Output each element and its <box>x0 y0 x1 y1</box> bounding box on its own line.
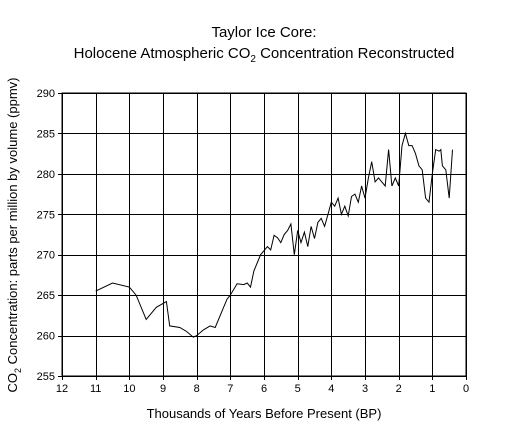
x-tick-label: 8 <box>194 383 200 395</box>
x-tick-label: 3 <box>362 383 368 395</box>
y-axis-label: CO2 Concentration: parts per million by … <box>5 78 23 393</box>
x-tick-labels: 12 11 10 9 8 7 6 5 4 3 2 1 0 <box>56 383 469 395</box>
x-tick-label: 2 <box>396 383 402 395</box>
y-tick-label: 275 <box>37 209 55 221</box>
x-tick-label: 7 <box>227 383 233 395</box>
chart-title: Taylor Ice Core: <box>211 24 316 41</box>
grid-lines <box>58 93 467 380</box>
series-group <box>95 131 453 338</box>
x-tick-label: 4 <box>328 383 334 395</box>
x-tick-label: 1 <box>429 383 435 395</box>
x-tick-label: 9 <box>160 383 166 395</box>
x-tick-label: 10 <box>123 383 135 395</box>
co2-series-line <box>95 131 453 338</box>
x-axis-label: Thousands of Years Before Present (BP) <box>147 406 382 421</box>
y-tick-label: 260 <box>37 331 55 343</box>
y-tick-label: 290 <box>37 88 55 100</box>
chart-subtitle: Holocene Atmospheric CO2 Concentration R… <box>74 45 455 65</box>
y-tick-label: 265 <box>37 290 55 302</box>
y-tick-labels: 255 260 265 270 275 280 285 290 <box>37 88 55 383</box>
y-tick-label: 280 <box>37 169 55 181</box>
y-tick-label: 270 <box>37 250 55 262</box>
plot-frame <box>61 92 467 377</box>
y-tick-label: 285 <box>37 128 55 140</box>
x-tick-label: 5 <box>295 383 301 395</box>
x-tick-label: 11 <box>90 383 101 395</box>
x-tick-label: 12 <box>56 383 68 395</box>
y-tick-label: 255 <box>37 371 55 383</box>
x-tick-label: 0 <box>463 383 469 395</box>
x-tick-label: 6 <box>261 383 267 395</box>
